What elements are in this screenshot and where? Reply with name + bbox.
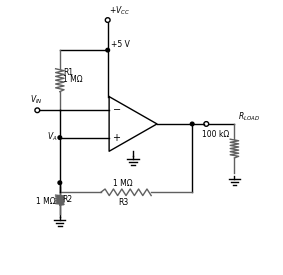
Text: +: + — [113, 133, 121, 143]
Text: $V_{IN}$: $V_{IN}$ — [30, 94, 43, 106]
Text: 100 kΩ: 100 kΩ — [202, 130, 229, 139]
Text: 1 MΩ: 1 MΩ — [113, 180, 133, 188]
Text: R2: R2 — [63, 195, 73, 204]
Text: 1 MΩ: 1 MΩ — [36, 197, 55, 206]
Circle shape — [58, 181, 62, 185]
Circle shape — [58, 136, 62, 139]
Text: $R_{LOAD}$: $R_{LOAD}$ — [238, 110, 260, 123]
Text: 1 MΩ: 1 MΩ — [63, 75, 83, 84]
Text: +5 V: +5 V — [111, 40, 129, 49]
Text: $V_A$: $V_A$ — [47, 131, 57, 143]
Text: −: − — [113, 105, 121, 115]
Circle shape — [106, 48, 110, 52]
Circle shape — [190, 122, 194, 126]
Text: R1: R1 — [63, 68, 73, 77]
Text: $+V_{CC}$: $+V_{CC}$ — [109, 4, 130, 17]
Text: R3: R3 — [118, 198, 128, 207]
